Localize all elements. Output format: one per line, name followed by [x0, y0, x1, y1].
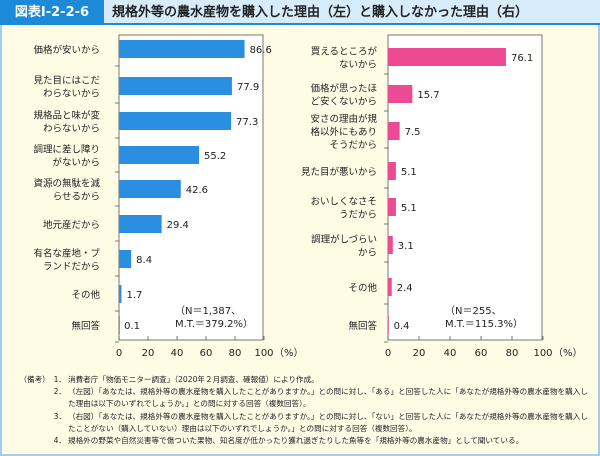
right-x-unit: （%） [553, 347, 583, 359]
left-data-label: 77.9 [237, 82, 259, 93]
left-category-label: 調理に差し障り [33, 144, 100, 156]
left-category-label: 有名な産地・ブ [33, 248, 100, 260]
note-item: 3． （右図）「あなたは、規格外等の農水産物を購入したことがありますか。」との問に… [8, 411, 588, 435]
left-data-label: 29.4 [167, 220, 189, 231]
left-category-label: 見た目にはこだ [33, 76, 100, 87]
left-category-label: ランドだから [43, 262, 100, 273]
right-category-label: ないから [339, 60, 377, 71]
note-text: 規格外の野菜や自然災害等で傷ついた果物、知名度が低かったり獲れ過ぎたりした魚等を… [68, 436, 524, 446]
note-number: （備考） 1． [19, 375, 66, 384]
right-x-tick-label: 20 [413, 348, 426, 359]
note-text: （左図）「あなたは、規格外等の農水産物を購入したことがありますか。」との問に対し… [68, 387, 588, 409]
notes: （備考） 1． 消費者庁「物価モニター調査」（2020年２月調査、確報値）により作… [8, 374, 588, 447]
right-category-label: そうだから [329, 140, 377, 151]
left-category-label: その他 [71, 289, 100, 301]
left-bar [119, 316, 120, 334]
right-category-label: 調理がしづらい [311, 234, 377, 246]
left-category-label: 資源の無駄を減 [33, 178, 100, 190]
right-x-tick-label: 40 [444, 348, 457, 359]
right-sample-note: M.T.＝115.3%） [445, 318, 523, 330]
right-category-label: その他 [348, 282, 377, 294]
note-number: 3． [53, 411, 66, 421]
right-x-tick-label: 80 [506, 348, 519, 359]
left-bar [119, 77, 232, 95]
right-x-tick-label: 100 [533, 348, 552, 359]
note-item: 4． 規格外の野菜や自然災害等で傷ついた果物、知名度が低かったり獲れ過ぎたりした魚… [8, 435, 588, 447]
right-data-label: 15.7 [417, 90, 439, 101]
left-x-tick-label: 60 [200, 348, 213, 359]
right-category-label: 格以外にもあり [310, 126, 377, 138]
note-item: （備考） 1． 消費者庁「物価モニター調査」（2020年２月調査、確報値）により作… [8, 374, 588, 386]
right-bar [388, 122, 400, 140]
right-bar [388, 316, 389, 334]
left-category-label: がないから [52, 157, 100, 169]
figure-label: 図表Ⅰ-2-2-6 [0, 0, 104, 25]
figure-title: 規格外等の農水産物を購入した理由（左）と購入しなかった理由（右） [112, 5, 529, 20]
right-bar [388, 236, 393, 254]
left-category-label: 地元産だから [43, 219, 100, 231]
note-text: （右図）「あなたは、規格外等の農水産物を購入したことがありますか。」との問に対し… [68, 411, 588, 433]
left-bar [119, 112, 232, 130]
note-number: 2． [53, 387, 66, 397]
left-x-unit: （%） [274, 347, 304, 359]
right-data-label: 2.4 [397, 283, 413, 294]
left-category-label: らせるから [53, 192, 100, 203]
figure-header: 図表Ⅰ-2-2-6 規格外等の農水産物を購入した理由（左）と購入しなかった理由（… [0, 0, 600, 25]
right-data-label: 5.1 [401, 167, 417, 178]
left-bar [119, 285, 122, 303]
right-category-label: おいしくなさそ [310, 197, 377, 208]
right-category-label: 価格が思ったほ [310, 83, 377, 95]
left-x-tick-label: 20 [142, 348, 155, 359]
right-bar [388, 198, 396, 216]
left-bar [119, 215, 162, 233]
left-data-label: 8.4 [136, 255, 152, 266]
note-number: 4． [53, 436, 66, 446]
left-category-label: わらないから [43, 124, 100, 135]
left-x-tick-label: 100 [254, 348, 273, 359]
left-data-label: 1.7 [126, 290, 142, 301]
right-data-label: 5.1 [401, 203, 417, 214]
left-data-label: 77.3 [236, 117, 258, 128]
left-category-label: 無回答 [71, 320, 100, 332]
left-bar [119, 146, 200, 164]
left-data-label: 55.2 [204, 151, 226, 162]
right-category-label: から [358, 248, 377, 259]
right-data-label: 3.1 [398, 241, 414, 252]
left-data-label: 86.6 [250, 45, 272, 56]
left-x-tick-label: 40 [171, 348, 184, 359]
right-bar [388, 48, 506, 66]
left-data-label: 42.6 [186, 185, 208, 196]
right-category-label: うだから [339, 210, 377, 221]
right-bar [388, 162, 396, 180]
left-sample-note: M.T.＝379.2%） [175, 318, 253, 330]
right-category-label: 見た目が悪いから [301, 166, 377, 178]
right-category-label: ど安くないから [310, 96, 377, 108]
left-bar [119, 40, 245, 58]
note-item: 2． （左図）「あなたは、規格外等の農水産物を購入したことがありますか。」との問に… [8, 386, 588, 410]
left-x-tick-label: 0 [116, 348, 122, 359]
note-text: 消費者庁「物価モニター調査」（2020年２月調査、確報値）により作成。 [68, 375, 319, 384]
left-category-label: 価格が安いから [33, 44, 100, 56]
left-sample-note: （N＝1,387、 [175, 305, 241, 317]
left-bar [119, 250, 132, 268]
left-category-label: 規格品と味が変 [33, 110, 100, 122]
right-x-tick-label: 0 [385, 348, 391, 359]
right-category-label: 安さの理由が規 [310, 113, 377, 125]
right-x-tick-label: 60 [475, 348, 488, 359]
right-data-label: 7.5 [405, 127, 421, 138]
left-x-tick-label: 80 [229, 348, 242, 359]
right-data-label: 0.4 [394, 321, 410, 332]
right-bar [388, 85, 413, 103]
right-data-label: 76.1 [511, 53, 533, 64]
right-category-label: 無回答 [348, 320, 377, 332]
right-category-label: 買えるところが [311, 46, 378, 58]
right-sample-note: （N＝255、 [445, 305, 502, 317]
right-plot-area [387, 34, 543, 341]
right-bar [388, 278, 392, 296]
left-category-label: わらないから [43, 89, 100, 100]
left-bar [119, 180, 181, 198]
left-data-label: 0.1 [124, 321, 140, 332]
